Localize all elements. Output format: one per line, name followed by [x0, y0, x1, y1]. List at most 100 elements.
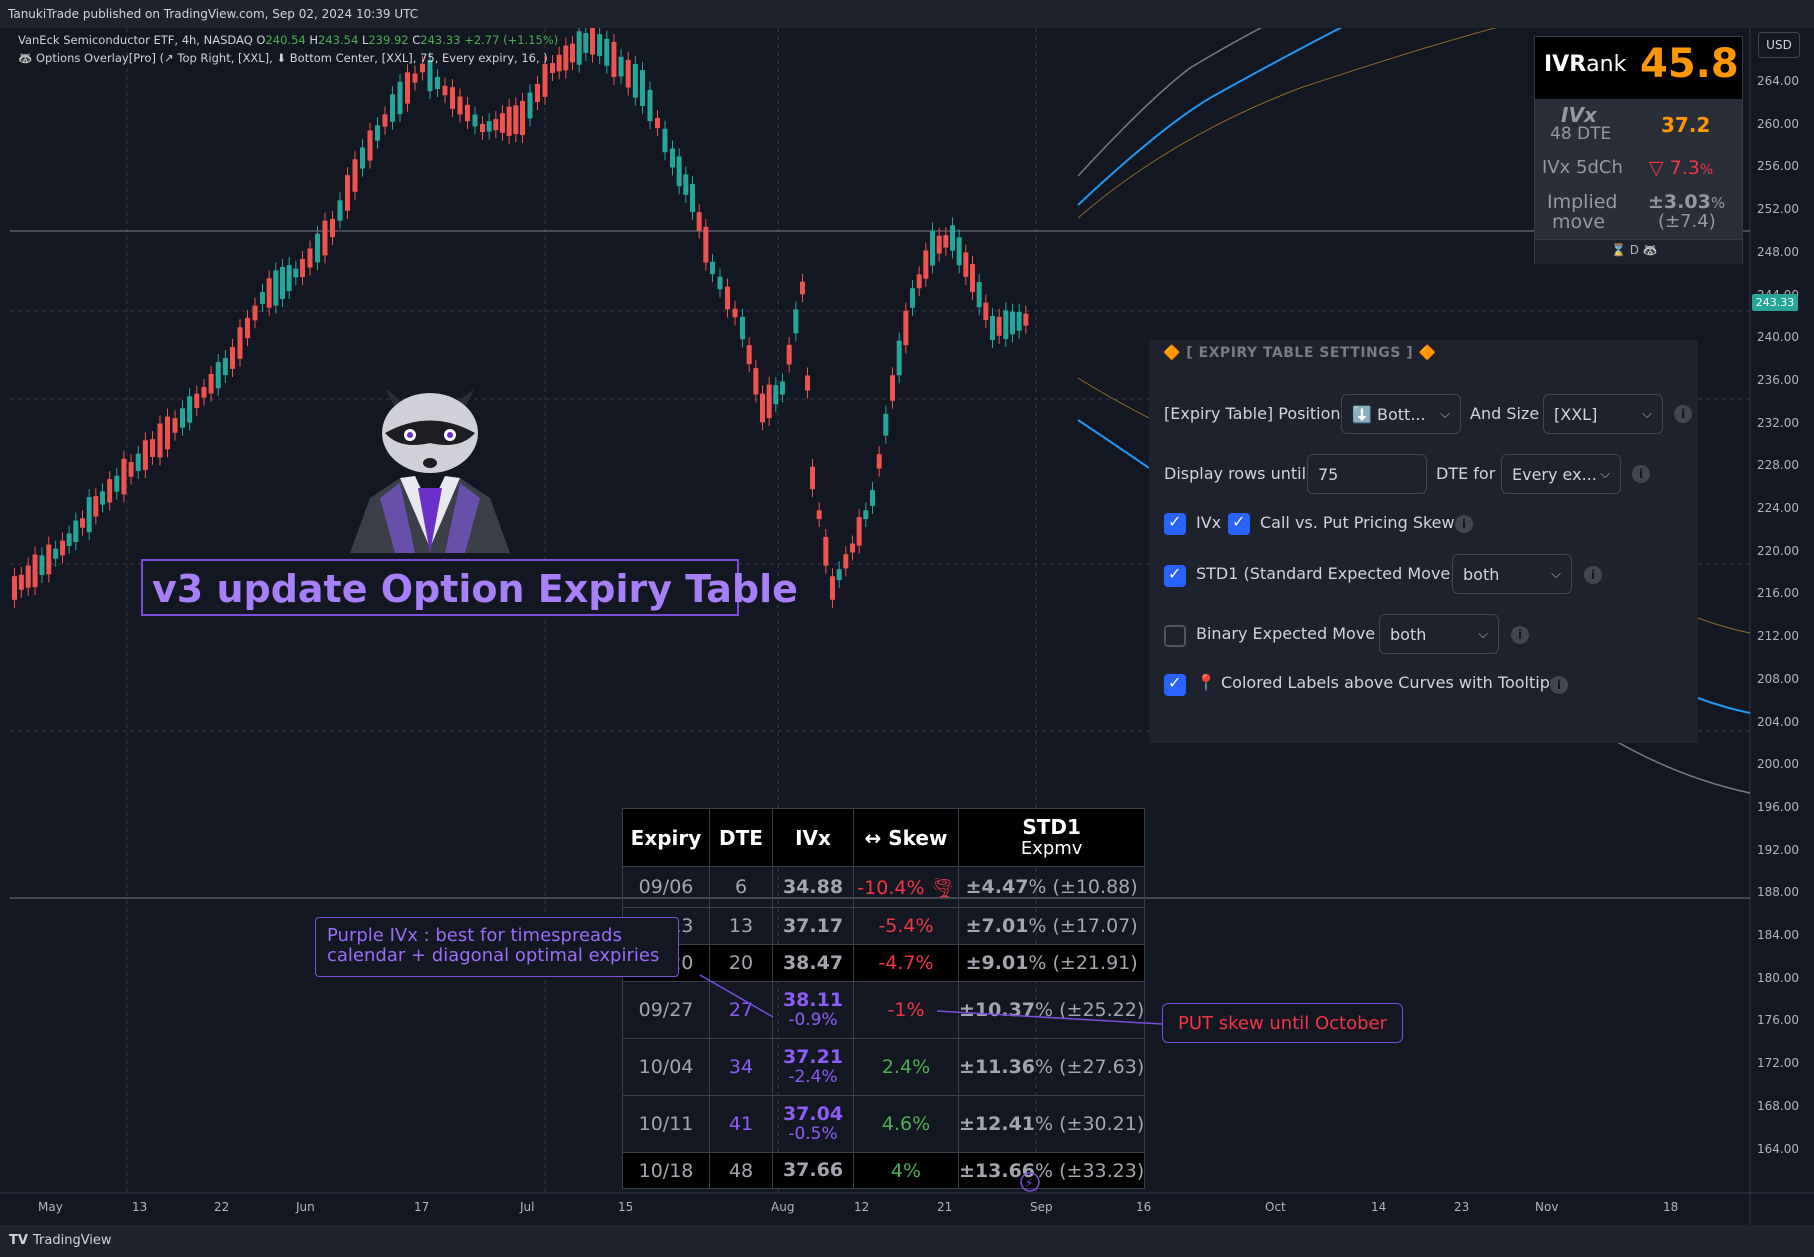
- open-value: 240.54: [265, 33, 306, 47]
- std1-cell: ±7.01% (±17.07): [957, 907, 1146, 945]
- candle-body: [625, 59, 631, 88]
- price-tick: 240.00: [1757, 330, 1799, 345]
- info-icon[interactable]: i: [1511, 626, 1529, 644]
- position-label: [Expiry Table] Position: [1164, 404, 1341, 423]
- position-select[interactable]: ⬇️ Bott... ⌵: [1341, 394, 1461, 434]
- dte-for-select[interactable]: Every ex... ⌵: [1501, 454, 1621, 494]
- header-std1-label: STD1: [1022, 814, 1081, 839]
- skew-cell: -4.7%: [853, 944, 959, 982]
- candle-body: [493, 119, 499, 131]
- size-select-value: [XXL]: [1554, 405, 1598, 424]
- candle-body: [157, 423, 163, 458]
- table-row: 10/11 41 37.04 -0.5% 4.6% ±12.41% (±30.21): [622, 1095, 1146, 1153]
- low-value: 239.92: [368, 33, 409, 47]
- table-row: 09/202038.47-4.7%±9.01% (±21.91): [622, 944, 1146, 982]
- candle-body: [486, 121, 492, 132]
- price-tick: 200.00: [1757, 757, 1799, 772]
- candle-body: [273, 270, 279, 306]
- table-row: 10/04 34 37.21 -2.4% 2.4% ±11.36% (±27.63): [622, 1038, 1146, 1096]
- time-tick: 14: [1371, 1200, 1387, 1214]
- candle-body: [740, 316, 745, 340]
- candle-body: [375, 125, 380, 141]
- std-pct: ±4.47: [965, 876, 1029, 898]
- indicator-legend[interactable]: 🦝 Options Overlay[Pro] (↗ Top Right, [XX…: [18, 51, 548, 65]
- candle-body: [337, 200, 343, 221]
- candle-body: [500, 113, 505, 133]
- outer-upper-curve: [1077, 28, 1497, 219]
- skew-value: 2.4%: [881, 1056, 931, 1078]
- binary-select[interactable]: both ⌵: [1379, 614, 1499, 654]
- ivx-value: 37.2: [1661, 113, 1711, 137]
- info-icon[interactable]: i: [1674, 405, 1692, 423]
- std-pct: ±12.41: [959, 1113, 1036, 1135]
- candle-body: [1010, 311, 1015, 335]
- info-icon[interactable]: i: [1584, 566, 1602, 584]
- chevron-down-icon: ⌵: [1642, 407, 1652, 422]
- dte-label: 48 DTE: [1550, 124, 1612, 144]
- candle-body: [527, 92, 533, 119]
- time-tick: 15: [618, 1200, 634, 1214]
- price-tick: 224.00: [1757, 501, 1799, 515]
- candle-body: [322, 220, 328, 256]
- price-tick: 172.00: [1757, 1056, 1799, 1071]
- candle-body: [172, 418, 178, 433]
- candle-body: [793, 309, 799, 334]
- position-select-value: ⬇️ Bott...: [1352, 405, 1426, 424]
- ivx-checkbox[interactable]: [1164, 512, 1186, 535]
- candle-body: [187, 396, 193, 423]
- rows-input[interactable]: 75: [1307, 454, 1427, 494]
- time-tick: Aug: [771, 1200, 795, 1214]
- skew-checkbox[interactable]: [1228, 512, 1250, 535]
- footer-bar: TV TradingView: [0, 1225, 1814, 1257]
- colored-labels-checkbox[interactable]: [1164, 673, 1186, 696]
- tornado-icon: 🌪: [930, 876, 955, 899]
- candle-body: [142, 440, 148, 470]
- price-tick: 256.00: [1757, 159, 1799, 174]
- ivx-value: 34.88: [782, 875, 844, 898]
- candle-body: [53, 548, 59, 559]
- candle-body: [805, 375, 810, 391]
- ivx-change: -0.5%: [788, 1123, 838, 1144]
- info-icon[interactable]: i: [1632, 465, 1650, 483]
- candle-body: [883, 413, 889, 436]
- low-label: L: [361, 33, 369, 47]
- info-icon[interactable]: i: [1455, 515, 1473, 533]
- ivx-value: 37.17: [782, 914, 844, 937]
- std1-checkbox-label: STD1 (Standard Expected Move): [1196, 564, 1457, 583]
- chevron-down-icon: ⌵: [1478, 627, 1488, 642]
- candle-body: [830, 576, 835, 600]
- chevron-down-icon: ⌵: [1551, 567, 1561, 582]
- expiry-table-settings: 🔶 [ EXPIRY TABLE SETTINGS ] 🔶 [Expiry Ta…: [1149, 340, 1698, 743]
- time-tick: 23: [1454, 1200, 1470, 1214]
- candle-body: [352, 159, 358, 192]
- ivx-cell: 38.11 -0.9%: [772, 981, 854, 1039]
- std1-select-value: both: [1463, 565, 1500, 584]
- expiry-cell: 10/04: [622, 1038, 710, 1096]
- std1-select[interactable]: both ⌵: [1452, 554, 1572, 594]
- info-icon[interactable]: i: [1550, 676, 1568, 694]
- outer-lower-curve: [1077, 377, 1150, 419]
- candle-body: [32, 554, 38, 588]
- title-annotation: v3 update Option Expiry Table: [141, 559, 798, 616]
- candle-body: [472, 114, 478, 127]
- symbol-legend[interactable]: VanEck Semiconductor ETF, 4h, NASDAQ O24…: [18, 33, 558, 47]
- time-tick: Sep: [1030, 1200, 1053, 1214]
- binary-lower-curve-right: [1613, 739, 1751, 794]
- binary-checkbox[interactable]: [1164, 625, 1186, 647]
- ivx-cell: 37.17: [772, 907, 854, 945]
- candle-body: [780, 381, 785, 395]
- ivrank-value: 45.8: [1640, 41, 1739, 87]
- candle-body: [73, 520, 79, 543]
- candle-body: [266, 278, 272, 308]
- candle-body: [165, 416, 170, 450]
- std1-checkbox[interactable]: [1164, 564, 1186, 587]
- candle-body: [690, 183, 695, 213]
- price-tick: 228.00: [1757, 458, 1799, 473]
- candle-body: [843, 554, 849, 569]
- purple-note-line-1: Purple IVx : best for timespreads: [327, 925, 622, 946]
- size-select[interactable]: [XXL] ⌵: [1543, 394, 1663, 434]
- currency-button[interactable]: USD: [1758, 32, 1800, 58]
- candle-body: [910, 288, 915, 308]
- price-tick: 176.00: [1757, 1013, 1799, 1028]
- candle-body: [300, 258, 305, 278]
